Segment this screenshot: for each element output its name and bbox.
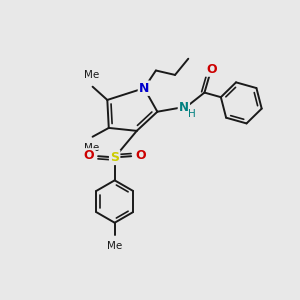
Text: N: N — [179, 101, 189, 114]
Text: S: S — [110, 151, 119, 164]
Text: O: O — [135, 149, 146, 162]
Text: H: H — [188, 109, 196, 119]
Text: Me: Me — [84, 143, 100, 153]
Text: N: N — [139, 82, 149, 95]
Text: Me: Me — [84, 70, 100, 80]
Text: O: O — [84, 149, 94, 162]
Text: O: O — [206, 62, 217, 76]
Text: Me: Me — [107, 241, 122, 251]
